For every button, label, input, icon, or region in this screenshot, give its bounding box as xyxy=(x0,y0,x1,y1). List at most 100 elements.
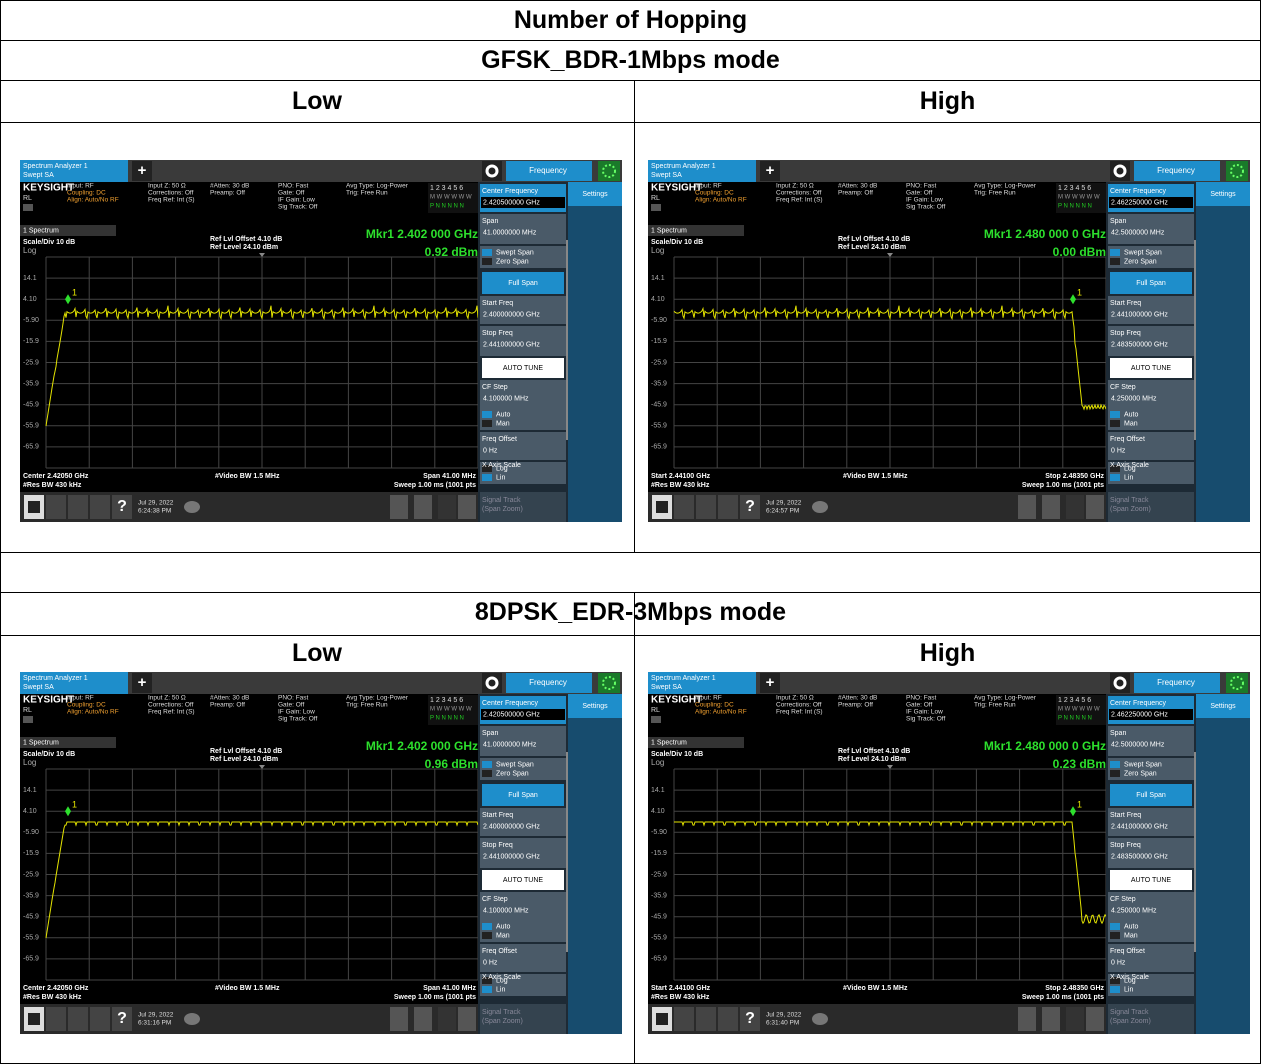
taskbar-button[interactable] xyxy=(46,495,66,519)
auto-tune-button[interactable] xyxy=(1110,870,1192,890)
settings-gear[interactable] xyxy=(482,673,502,693)
taskbar-button[interactable] xyxy=(438,1007,456,1031)
radio xyxy=(1110,932,1120,939)
taskbar-button[interactable] xyxy=(90,495,110,519)
settings-button[interactable] xyxy=(1196,694,1250,718)
taskbar-button[interactable] xyxy=(438,495,456,519)
taskbar-button[interactable] xyxy=(740,1007,760,1031)
full-span-button[interactable] xyxy=(1110,784,1192,806)
taskbar-button[interactable] xyxy=(458,1007,476,1031)
taskbar-button[interactable] xyxy=(68,495,88,519)
full-span-button[interactable] xyxy=(482,784,564,806)
taskbar-button[interactable] xyxy=(1066,495,1084,519)
menu-item[interactable] xyxy=(1108,492,1194,522)
auto-tune-button[interactable] xyxy=(1110,358,1192,378)
add-tab[interactable] xyxy=(760,673,780,693)
time: 6:24:57 PM xyxy=(766,508,799,515)
menu-tab[interactable] xyxy=(506,673,592,693)
menu-option: Swept Span xyxy=(1124,249,1162,256)
taskbar-button[interactable] xyxy=(68,1007,88,1031)
tab[interactable] xyxy=(648,672,756,694)
taskbar-button[interactable] xyxy=(718,495,738,519)
taskbar-button[interactable] xyxy=(1042,1007,1060,1031)
x-right: Stop 2.48350 GHz xyxy=(1045,473,1104,480)
settings-gear[interactable] xyxy=(482,161,502,181)
menu-item[interactable] xyxy=(1108,462,1194,484)
tab[interactable] xyxy=(20,672,128,694)
taskbar-button[interactable] xyxy=(1066,1007,1084,1031)
radio xyxy=(1110,986,1120,993)
taskbar-button[interactable] xyxy=(112,495,132,519)
add-tab[interactable] xyxy=(760,161,780,181)
tab[interactable] xyxy=(648,160,756,182)
video-bw: #Video BW 1.5 MHz xyxy=(843,985,908,992)
settings-gear[interactable] xyxy=(1110,673,1130,693)
menu-item[interactable] xyxy=(1108,1004,1194,1034)
taskbar-button[interactable] xyxy=(458,495,476,519)
taskbar-button[interactable] xyxy=(696,1007,716,1031)
taskbar-button[interactable] xyxy=(1018,495,1036,519)
add-tab[interactable] xyxy=(132,673,152,693)
menu-label: Stop Freq xyxy=(482,842,513,849)
taskbar-button[interactable] xyxy=(1042,495,1060,519)
taskbar-button[interactable] xyxy=(674,495,694,519)
status-spinner xyxy=(602,676,616,690)
settings-button[interactable] xyxy=(568,694,622,718)
menu-item[interactable] xyxy=(480,1004,566,1034)
taskbar-button[interactable] xyxy=(696,495,716,519)
taskbar-button[interactable] xyxy=(1086,1007,1104,1031)
menu-item[interactable] xyxy=(480,246,566,268)
add-tab[interactable] xyxy=(132,161,152,181)
menu-option: Lin xyxy=(496,474,505,481)
info-bg xyxy=(20,694,478,734)
taskbar-button[interactable] xyxy=(390,495,408,519)
info-text: Sig Track: Off xyxy=(906,716,945,723)
menu-item[interactable] xyxy=(480,492,566,522)
taskbar-button[interactable] xyxy=(718,1007,738,1031)
taskbar-button[interactable] xyxy=(390,1007,408,1031)
win-icon xyxy=(28,501,40,513)
taskbar-button[interactable] xyxy=(1086,495,1104,519)
settings-gear[interactable] xyxy=(1110,161,1130,181)
info-text: PNO: Fast xyxy=(278,695,309,702)
y-label: 4.10 xyxy=(23,808,37,815)
menu-tab[interactable] xyxy=(1134,161,1220,181)
taskbar-button[interactable] xyxy=(46,1007,66,1031)
taskbar-button[interactable] xyxy=(414,495,432,519)
log-label: Log xyxy=(23,758,36,767)
menu-item[interactable] xyxy=(1108,758,1194,780)
menu-item[interactable] xyxy=(1108,974,1194,996)
menu-item[interactable] xyxy=(480,974,566,996)
settings-button[interactable] xyxy=(568,182,622,206)
x-left: Center 2.42050 GHz xyxy=(23,985,89,992)
menu-item[interactable] xyxy=(480,462,566,484)
menu-item[interactable] xyxy=(1108,408,1194,430)
tab[interactable] xyxy=(20,160,128,182)
full-span-button[interactable] xyxy=(1110,272,1192,294)
full-span-button[interactable] xyxy=(482,272,564,294)
taskbar-button[interactable] xyxy=(112,1007,132,1031)
menu-item[interactable] xyxy=(1108,246,1194,268)
settings-button[interactable] xyxy=(1196,182,1250,206)
menu-item[interactable] xyxy=(480,408,566,430)
marker xyxy=(1070,294,1076,305)
auto-tune-button[interactable] xyxy=(482,358,564,378)
menu-label: Signal Track xyxy=(482,1009,521,1016)
menu-item[interactable] xyxy=(1108,920,1194,942)
chat-icon xyxy=(184,501,200,513)
auto-tune-button[interactable] xyxy=(482,870,564,890)
taskbar-button[interactable] xyxy=(1018,1007,1036,1031)
win-icon xyxy=(656,1013,668,1025)
taskbar-button[interactable] xyxy=(414,1007,432,1031)
menu-item[interactable] xyxy=(480,758,566,780)
menu-tab[interactable] xyxy=(506,161,592,181)
taskbar-button[interactable] xyxy=(674,1007,694,1031)
window-box xyxy=(20,737,116,748)
menu-item[interactable] xyxy=(480,920,566,942)
sweep: Sweep 1.00 ms (1001 pts xyxy=(394,994,476,1001)
y-label: -5.90 xyxy=(651,317,667,324)
menu-value-box xyxy=(481,821,565,832)
taskbar-button[interactable] xyxy=(740,495,760,519)
taskbar-button[interactable] xyxy=(90,1007,110,1031)
menu-tab[interactable] xyxy=(1134,673,1220,693)
